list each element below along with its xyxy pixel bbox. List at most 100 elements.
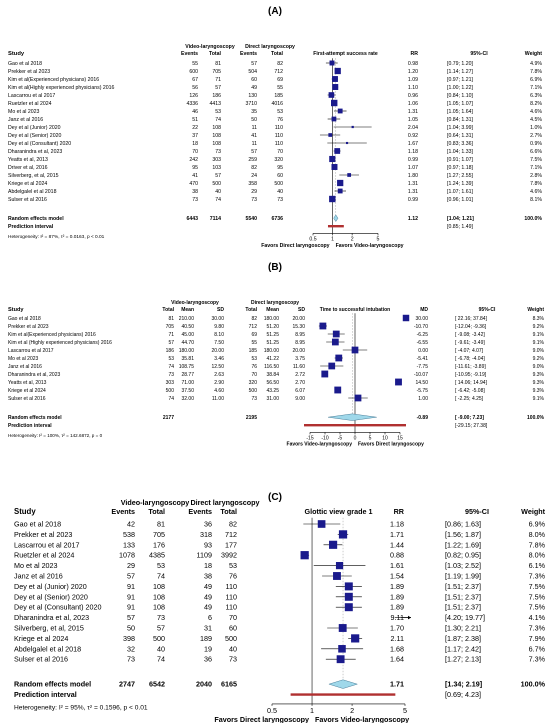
study-weight: 4.6% xyxy=(530,189,542,195)
x-tick-label: 15 xyxy=(397,435,403,441)
study-name: Gao et al 2018 xyxy=(8,61,42,67)
study-estimate: 1.05 xyxy=(408,117,418,123)
study-row: Yeatts et al, 2013 303 71.00 2.90 320 56.50 2.… xyxy=(8,378,545,386)
study-ci: [0.79; 1.20] xyxy=(447,61,474,67)
study-name: Dharanindra et al, 2023 xyxy=(14,613,89,622)
study-ci: [ 14.06; 14.94] xyxy=(455,380,488,386)
study-value: 51 xyxy=(192,117,198,123)
study-name: Dey et al (Senior) 2020 xyxy=(8,133,61,139)
study-value: 8.95 xyxy=(295,340,305,346)
study-value: 37.50 xyxy=(181,388,194,394)
x-tick-label: -5 xyxy=(338,435,343,441)
study-estimate: 1.09 xyxy=(408,77,418,83)
study-ci: [0.84; 1.31] xyxy=(447,117,474,123)
study-ci: [ -6.42; -5.08] xyxy=(455,388,485,394)
study-ci: [0.82; 0.95] xyxy=(445,551,481,560)
study-estimate: 0.98 xyxy=(408,61,418,67)
x-tick-label: 2 xyxy=(351,237,354,243)
study-estimate: -6.25 xyxy=(417,332,429,338)
study-value: 69 xyxy=(277,77,283,83)
study-value: 108 xyxy=(153,592,165,601)
study-value: 110 xyxy=(226,603,237,612)
study-ci: [0.91; 1.07] xyxy=(447,157,474,163)
study-estimate: 1.68 xyxy=(390,644,404,653)
study-name: Mo et al 2023 xyxy=(14,561,58,570)
study-ci: [1.51; 2.37] xyxy=(445,582,481,591)
study-name: Ruetzler et al 2024 xyxy=(8,101,52,107)
study-row: Kim et al(Highly experienced physicians)… xyxy=(8,84,542,91)
study-value: 82 xyxy=(229,520,237,529)
study-value: 91 xyxy=(127,592,135,601)
study-value: 40 xyxy=(157,644,165,653)
study-row: Kriege et al 2024 398 500 189 500 2.11 [1.87; … xyxy=(14,634,546,643)
study-weight: 4.1% xyxy=(529,613,546,622)
study-ci: [ -9.08; -3.42] xyxy=(455,332,485,338)
study-weight: 8.3% xyxy=(533,316,545,322)
heterogeneity-text: Heterogeneity: I² = 87%, τ² = 0.0163, p … xyxy=(8,234,105,240)
study-weight: 8.1% xyxy=(530,197,542,203)
study-estimate: 9.11 xyxy=(391,613,404,622)
study-value: 73 xyxy=(251,396,257,402)
pooled-value: 2040 xyxy=(196,680,212,689)
study-value: 2.72 xyxy=(295,372,305,378)
study-value: 69 xyxy=(251,332,257,338)
study-estimate-box xyxy=(332,76,338,82)
study-value: 91 xyxy=(127,582,135,591)
study-ci: [1.05; 1.64] xyxy=(447,109,474,115)
ci-header: 95%-CI xyxy=(470,51,488,57)
group1-header: Video-laryngoscopy xyxy=(171,300,219,306)
study-value: 189 xyxy=(200,634,212,643)
study-value: 108 xyxy=(212,133,221,139)
study-name: Abdelgalel et al 2018 xyxy=(8,189,57,195)
study-row: Prekker et al 2023 600 705 504 712 1.20 [1.14;… xyxy=(8,67,542,75)
study-value: 4385 xyxy=(149,551,165,560)
study-value: 49 xyxy=(251,85,257,91)
study-value: 108 xyxy=(153,603,165,612)
events-header: Events xyxy=(240,51,257,57)
study-value: 176 xyxy=(153,540,165,549)
prediction-interval-bar xyxy=(290,693,396,696)
study-estimate-box xyxy=(344,582,353,591)
study-value: 51.25 xyxy=(266,332,279,338)
study-row: Abdelgalel et al 2018 38 40 29 40 1.31 [1.07; … xyxy=(8,188,542,195)
study-row: Dharanindra et al, 2023 73 28.77 2.63 70 38.8… xyxy=(8,370,545,378)
study-row: Kriege et al 2024 500 37.50 4.60 500 43.25 6.0… xyxy=(8,386,545,394)
study-weight: 9.0% xyxy=(533,364,545,370)
study-ci: [0.97; 1.21] xyxy=(447,77,474,83)
study-value: 110 xyxy=(226,582,237,591)
study-value: 38.84 xyxy=(266,372,279,378)
study-value: 82 xyxy=(251,165,257,171)
study-weight: 7.3% xyxy=(529,624,546,633)
study-value: 4016 xyxy=(271,101,283,107)
study-row: Driver et al, 2016 95 103 82 95 1.07 [0.97; 1.… xyxy=(8,164,542,171)
study-ci: [ -4.07; 4.07] xyxy=(455,348,484,354)
study-weight: 7.8% xyxy=(530,69,542,75)
study-weight: 7.8% xyxy=(529,540,546,549)
study-name: Yeatts et al, 2013 xyxy=(8,380,47,386)
study-value: 53 xyxy=(251,356,257,362)
study-estimate: 1.89 xyxy=(390,592,404,601)
study-estimate: 1.00 xyxy=(418,396,428,402)
total-header: Total xyxy=(245,307,257,313)
study-estimate: 1.31 xyxy=(408,181,418,187)
forest-panel-a: (A) Video-laryngoscopy Direct laryngoscopy… xyxy=(8,6,542,249)
study-value: 358 xyxy=(248,181,257,187)
study-value: 49 xyxy=(204,592,212,601)
study-value: 22 xyxy=(192,125,198,131)
study-estimate-box xyxy=(337,108,343,114)
study-row: Lascarrou et al 2017 126 186 130 185 0.96 [0.8… xyxy=(8,92,542,99)
mean-header: Mean xyxy=(266,307,279,313)
prediction-ci: [0.69; 4.23] xyxy=(445,690,481,699)
study-estimate-box xyxy=(333,572,341,580)
study-row: Kim et al(Experienced physicians) 2016 71… xyxy=(8,330,545,338)
study-value: 110 xyxy=(275,125,283,131)
x-tick-label: 0.5 xyxy=(309,237,316,243)
x-tick-label: -15 xyxy=(306,435,313,441)
study-value: 43.25 xyxy=(266,388,279,394)
study-value: 6 xyxy=(208,613,212,622)
study-value: 210.00 xyxy=(179,316,195,322)
x-tick-label: 0 xyxy=(354,435,357,441)
study-estimate-box xyxy=(335,562,344,570)
study-weight: 7.5% xyxy=(529,603,546,612)
